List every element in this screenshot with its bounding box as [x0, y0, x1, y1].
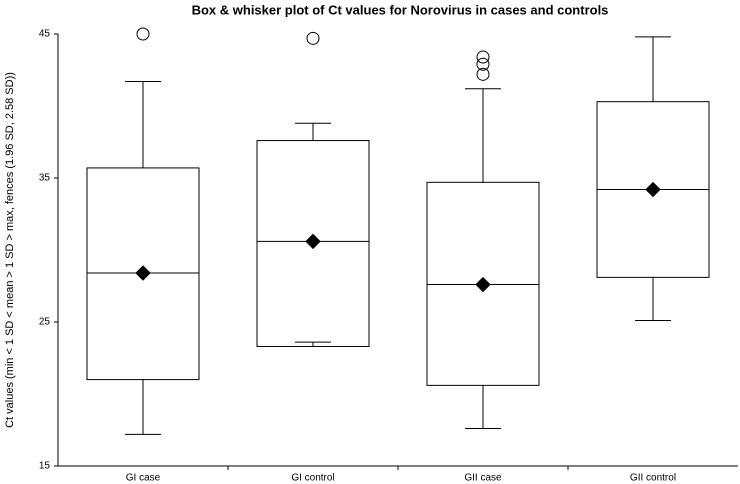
y-tick-label: 45: [39, 29, 51, 40]
chart-title: Box & whisker plot of Ct values for Noro…: [192, 2, 609, 17]
mean-marker: [645, 181, 661, 198]
outlier: [136, 27, 150, 41]
outlier: [306, 31, 320, 45]
box: [86, 167, 200, 381]
x-tick-label: GII control: [630, 473, 676, 484]
y-tick-label: 15: [39, 461, 51, 472]
x-tick-label: GII case: [464, 473, 502, 484]
mean-marker: [135, 265, 151, 281]
mean-marker: [305, 233, 321, 250]
box: [426, 181, 540, 386]
x-tick-label: GI control: [291, 473, 334, 484]
outlier: [476, 50, 490, 64]
x-tick-label: GI case: [126, 473, 161, 484]
outlier: [476, 57, 490, 71]
y-tick-label: 35: [39, 173, 51, 184]
outlier: [476, 67, 490, 81]
mean-marker: [475, 276, 491, 293]
box: [256, 140, 370, 347]
y-axis-label: Ct values (min < 1 SD < mean > 1 SD > ma…: [4, 72, 16, 428]
y-tick-label: 25: [39, 317, 51, 328]
